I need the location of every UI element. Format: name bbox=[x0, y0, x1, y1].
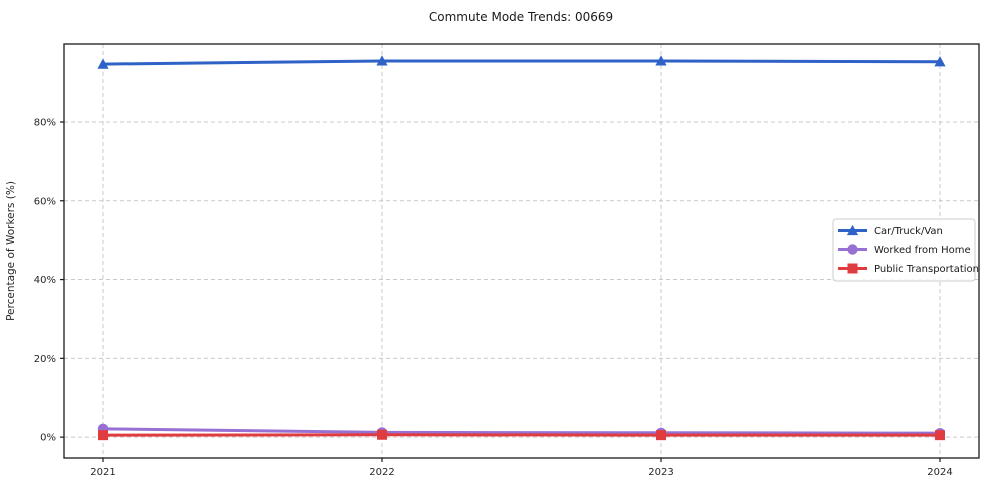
x-tick-label: 2021 bbox=[90, 467, 115, 478]
square-marker bbox=[98, 430, 108, 441]
y-tick-label: 0% bbox=[40, 433, 56, 444]
triangle-marker bbox=[934, 56, 946, 67]
circle-marker bbox=[847, 244, 858, 255]
x-tick-label: 2023 bbox=[648, 467, 673, 478]
y-tick-label: 60% bbox=[34, 196, 56, 207]
x-tick-label: 2024 bbox=[927, 467, 952, 478]
square-marker bbox=[656, 430, 666, 441]
y-tick-label: 80% bbox=[34, 117, 56, 128]
legend-box bbox=[832, 218, 976, 282]
square-marker bbox=[847, 263, 858, 274]
square-marker bbox=[935, 430, 945, 441]
plot-border bbox=[63, 43, 980, 459]
chart-title: Commute Mode Trends: 00669 bbox=[429, 10, 613, 24]
legend: Car/Truck/Van Worked from Home Public Tran… bbox=[832, 218, 979, 282]
series-public-transportation bbox=[98, 429, 945, 441]
legend-label: Public Transportation bbox=[874, 264, 979, 275]
triangle-marker bbox=[846, 224, 859, 236]
chart-render-root: 0% 20% 40% 60% 80% 2021 2022 2023 2024 Car/Truck/… bbox=[34, 43, 980, 478]
y-tick-label: 40% bbox=[34, 275, 56, 286]
y-axis-label: Percentage of Workers (%) bbox=[5, 181, 17, 321]
x-tick-label: 2022 bbox=[369, 467, 394, 478]
triangle-marker bbox=[97, 58, 109, 69]
series-line bbox=[101, 59, 942, 66]
legend-item: Worked from Home bbox=[838, 244, 971, 256]
y-tick-label: 20% bbox=[34, 354, 56, 365]
series-car-truck-van bbox=[97, 55, 946, 69]
legend-label: Car/Truck/Van bbox=[874, 226, 943, 237]
legend-label: Worked from Home bbox=[874, 245, 971, 256]
square-marker bbox=[377, 429, 387, 440]
series-line bbox=[101, 427, 942, 435]
legend-item: Public Transportation bbox=[838, 263, 979, 275]
triangle-marker bbox=[655, 55, 667, 66]
triangle-marker bbox=[376, 55, 388, 66]
legend-item: Car/Truck/Van bbox=[838, 224, 943, 237]
